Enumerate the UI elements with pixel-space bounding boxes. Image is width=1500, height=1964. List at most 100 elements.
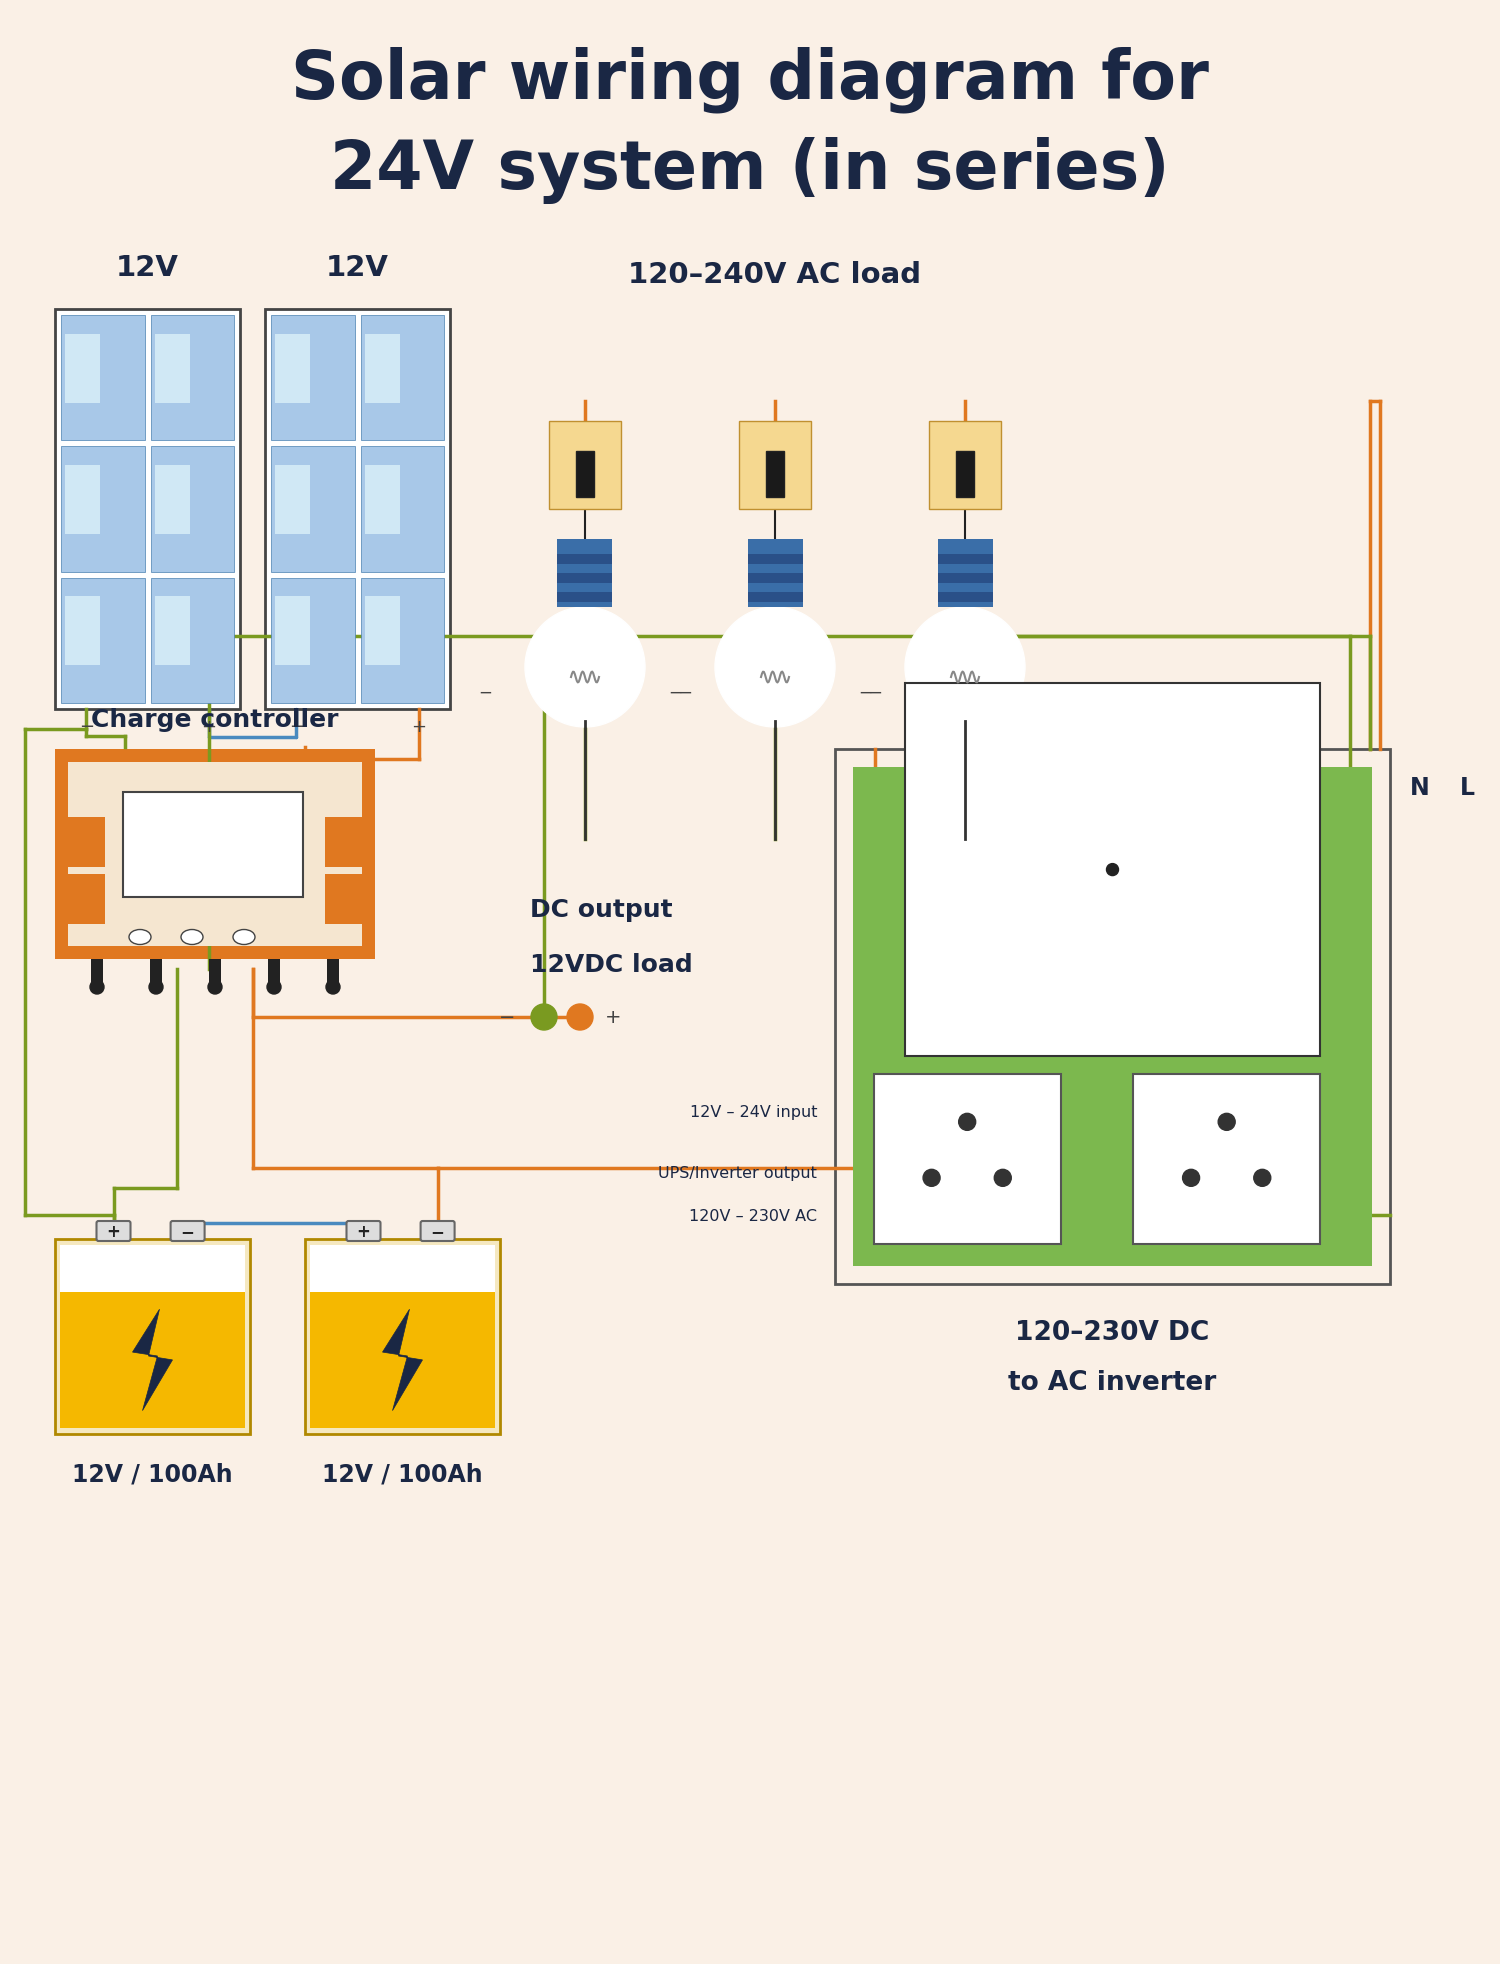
FancyBboxPatch shape: [268, 960, 280, 988]
FancyBboxPatch shape: [64, 597, 101, 666]
FancyBboxPatch shape: [364, 597, 399, 666]
FancyBboxPatch shape: [56, 1239, 250, 1434]
FancyBboxPatch shape: [327, 960, 339, 988]
Text: −: −: [478, 683, 492, 701]
Circle shape: [1254, 1171, 1270, 1186]
FancyBboxPatch shape: [576, 452, 594, 497]
Text: –: –: [986, 456, 990, 465]
FancyBboxPatch shape: [938, 593, 993, 603]
FancyBboxPatch shape: [150, 448, 234, 572]
FancyBboxPatch shape: [56, 310, 240, 709]
FancyBboxPatch shape: [209, 960, 220, 988]
Text: Off: Off: [604, 487, 621, 497]
Text: 120V – 230V AC: 120V – 230V AC: [688, 1208, 818, 1224]
Circle shape: [904, 607, 1024, 727]
FancyBboxPatch shape: [938, 540, 993, 607]
FancyBboxPatch shape: [171, 1222, 204, 1241]
Text: On: On: [604, 434, 619, 444]
FancyBboxPatch shape: [62, 448, 144, 572]
FancyBboxPatch shape: [928, 422, 1000, 511]
Text: Off: Off: [795, 487, 810, 497]
Circle shape: [994, 1171, 1011, 1186]
Text: −: −: [430, 1222, 444, 1241]
Text: +: +: [106, 1222, 120, 1241]
Circle shape: [716, 607, 836, 727]
Text: −: −: [80, 717, 94, 736]
Text: DC output: DC output: [530, 898, 672, 921]
Text: L: L: [1460, 776, 1474, 799]
Text: –: –: [604, 456, 610, 465]
FancyBboxPatch shape: [64, 465, 101, 534]
Text: −: −: [868, 683, 882, 701]
FancyBboxPatch shape: [1134, 1074, 1320, 1245]
Text: 12V: 12V: [326, 253, 388, 283]
FancyBboxPatch shape: [150, 577, 234, 703]
FancyBboxPatch shape: [747, 573, 802, 583]
FancyBboxPatch shape: [272, 577, 354, 703]
FancyBboxPatch shape: [558, 540, 612, 607]
Text: –: –: [795, 456, 801, 465]
FancyBboxPatch shape: [68, 874, 105, 925]
FancyBboxPatch shape: [56, 750, 375, 960]
Text: to AC inverter: to AC inverter: [1008, 1369, 1217, 1394]
Ellipse shape: [232, 931, 255, 945]
Text: −: −: [180, 1222, 195, 1241]
FancyBboxPatch shape: [62, 577, 144, 703]
Ellipse shape: [129, 931, 152, 945]
Text: On: On: [986, 434, 1000, 444]
Text: Solar wiring diagram for: Solar wiring diagram for: [291, 47, 1209, 114]
Text: 12V / 100Ah: 12V / 100Ah: [322, 1463, 483, 1487]
Text: 12V – 24V input: 12V – 24V input: [690, 1104, 818, 1119]
Text: +: +: [411, 717, 426, 736]
Polygon shape: [382, 1310, 423, 1410]
Circle shape: [922, 1171, 940, 1186]
FancyBboxPatch shape: [558, 593, 612, 603]
Circle shape: [326, 980, 340, 994]
FancyBboxPatch shape: [92, 960, 104, 988]
Text: 24V system (in series): 24V system (in series): [330, 136, 1170, 204]
Circle shape: [958, 1114, 975, 1131]
FancyBboxPatch shape: [60, 1292, 244, 1428]
FancyBboxPatch shape: [272, 448, 354, 572]
Text: −: −: [1058, 683, 1072, 701]
FancyBboxPatch shape: [364, 334, 399, 403]
FancyBboxPatch shape: [274, 465, 310, 534]
Text: Off: Off: [986, 487, 1000, 497]
FancyBboxPatch shape: [420, 1222, 454, 1241]
FancyBboxPatch shape: [747, 540, 802, 607]
FancyBboxPatch shape: [123, 793, 303, 898]
FancyBboxPatch shape: [150, 960, 162, 988]
Circle shape: [267, 980, 280, 994]
Text: −: −: [290, 717, 304, 736]
Circle shape: [1182, 1171, 1200, 1186]
FancyBboxPatch shape: [150, 316, 234, 442]
Text: −: −: [668, 683, 682, 701]
Circle shape: [1218, 1114, 1234, 1131]
FancyBboxPatch shape: [326, 817, 362, 868]
Text: 12V / 100Ah: 12V / 100Ah: [72, 1463, 232, 1487]
Text: 120–240V AC load: 120–240V AC load: [628, 261, 921, 289]
FancyBboxPatch shape: [360, 316, 444, 442]
Text: 12VDC load: 12VDC load: [530, 953, 693, 976]
Text: On: On: [795, 434, 810, 444]
Text: −: −: [858, 683, 871, 701]
FancyBboxPatch shape: [740, 422, 812, 511]
Circle shape: [209, 980, 222, 994]
Circle shape: [148, 980, 164, 994]
FancyBboxPatch shape: [346, 1222, 381, 1241]
FancyBboxPatch shape: [874, 1074, 1060, 1245]
Circle shape: [567, 1004, 592, 1031]
Circle shape: [90, 980, 104, 994]
Text: +: +: [357, 1222, 370, 1241]
FancyBboxPatch shape: [304, 1239, 500, 1434]
Text: 120–230V DC: 120–230V DC: [1016, 1320, 1209, 1345]
FancyBboxPatch shape: [154, 597, 189, 666]
Text: Charge controller: Charge controller: [92, 707, 339, 733]
FancyBboxPatch shape: [62, 316, 144, 442]
FancyBboxPatch shape: [96, 1222, 130, 1241]
FancyBboxPatch shape: [938, 554, 993, 566]
FancyBboxPatch shape: [310, 1292, 495, 1428]
Circle shape: [1107, 864, 1119, 876]
FancyBboxPatch shape: [956, 452, 974, 497]
FancyBboxPatch shape: [154, 334, 189, 403]
